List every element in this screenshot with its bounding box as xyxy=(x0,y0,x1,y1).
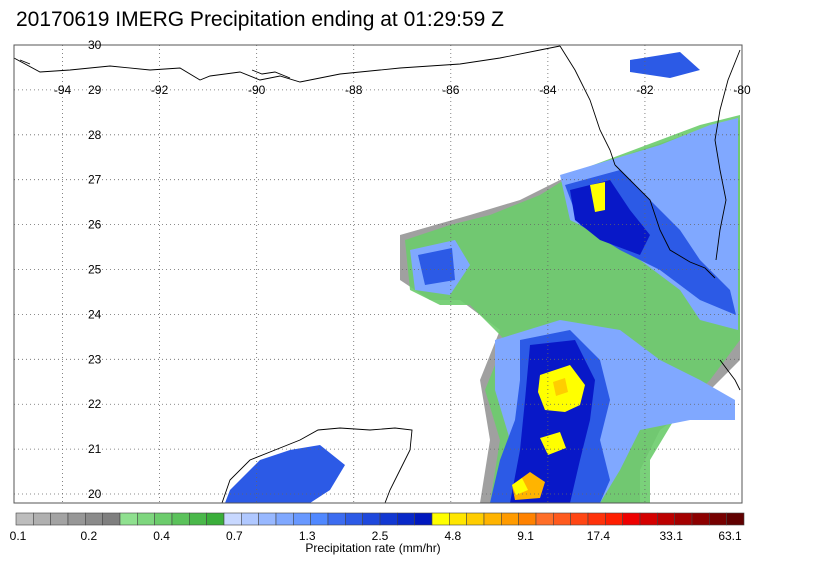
longitude-tick-label: -80 xyxy=(733,83,751,97)
colorbar-swatch xyxy=(206,512,225,526)
colorbar-swatch xyxy=(33,512,51,526)
longitude-tick-label: -82 xyxy=(636,83,654,97)
colorbar-swatch xyxy=(674,512,693,526)
latitude-tick-label: 21 xyxy=(88,442,102,456)
precip-blue-area xyxy=(630,52,700,78)
colorbar-swatch xyxy=(275,512,294,526)
latitude-tick-label: 22 xyxy=(88,397,102,411)
latitude-tick-label: 23 xyxy=(88,352,102,366)
colorbar-swatch xyxy=(171,512,190,526)
colorbar-swatch xyxy=(553,512,571,526)
colorbar-swatch xyxy=(362,512,381,526)
colorbar-swatch xyxy=(570,512,589,526)
colorbar-swatch xyxy=(189,512,207,526)
colorbar-swatch xyxy=(67,512,86,526)
colorbar-swatch xyxy=(657,512,675,526)
precip-yellow-area xyxy=(590,182,605,212)
colorbar-tick-label: 17.4 xyxy=(586,529,611,543)
latitude-tick-label: 24 xyxy=(88,307,102,321)
colorbar-tick-label: 0.2 xyxy=(80,529,98,543)
latitude-tick-label: 26 xyxy=(88,218,102,232)
longitude-labels: -94 -92 -90 -88 -86 -84 -82 -80 xyxy=(54,83,751,97)
colorbar-tick-label: 9.1 xyxy=(517,529,534,543)
colorbar-swatch xyxy=(605,512,623,526)
colorbar-swatch xyxy=(137,512,155,526)
colorbar-swatch xyxy=(85,512,103,526)
colorbar-swatch xyxy=(726,512,745,526)
colorbar-swatch xyxy=(293,512,311,526)
colorbar-swatch xyxy=(518,512,537,526)
longitude-tick-label: -94 xyxy=(54,83,72,97)
longitude-tick-label: -92 xyxy=(151,83,169,97)
latitude-tick-label: 29 xyxy=(88,83,102,97)
colorbar-swatch xyxy=(50,512,69,526)
colorbar-swatch xyxy=(466,512,485,526)
colorbar-swatch xyxy=(154,512,173,526)
colorbar-swatch xyxy=(310,512,329,526)
colorbar-swatch xyxy=(483,512,502,526)
colorbar-swatch xyxy=(258,512,277,526)
colorbar-swatch xyxy=(639,512,658,526)
colorbar-tick-label: 0.7 xyxy=(226,529,243,543)
latitude-labels: 30 29 28 27 26 25 24 23 22 21 20 xyxy=(88,38,102,501)
coastline xyxy=(14,45,741,503)
precip-orange-area xyxy=(553,378,568,396)
colorbar-swatch xyxy=(691,512,710,526)
map-frame xyxy=(13,44,743,504)
colorbar-swatch xyxy=(587,512,606,526)
latitude-tick-label: 27 xyxy=(88,173,102,187)
colorbar-swatch xyxy=(535,512,554,526)
latitude-tick-label: 20 xyxy=(88,487,102,501)
colorbar-tick-label: 2.5 xyxy=(371,529,389,543)
colorbar xyxy=(15,512,745,526)
colorbar-swatch xyxy=(223,512,242,526)
latitude-tick-label: 25 xyxy=(88,263,102,277)
colorbar-swatch xyxy=(709,512,727,526)
latitude-tick-label: 30 xyxy=(88,38,102,52)
precipitation-field xyxy=(225,52,740,503)
colorbar-tick-label: 33.1 xyxy=(659,529,683,543)
longitude-tick-label: -88 xyxy=(345,83,363,97)
longitude-tick-label: -90 xyxy=(248,83,266,97)
precip-yellow-area xyxy=(512,478,528,495)
colorbar-swatch xyxy=(102,512,121,526)
colorbar-swatch xyxy=(414,512,433,526)
longitude-tick-label: -86 xyxy=(442,83,460,97)
precip-dark-blue-area xyxy=(570,180,650,255)
colorbar-swatch xyxy=(345,512,363,526)
colorbar-label: Precipitation rate (mm/hr) xyxy=(305,541,441,555)
colorbar-swatch xyxy=(241,512,259,526)
colorbar-swatch xyxy=(15,512,34,526)
lat-lon-grid xyxy=(14,45,742,503)
precip-blue-area xyxy=(418,248,455,285)
colorbar-tick-label: 0.1 xyxy=(9,529,27,543)
colorbar-swatch xyxy=(397,512,415,526)
longitude-tick-label: -84 xyxy=(539,83,557,97)
colorbar-swatch xyxy=(119,512,138,526)
latitude-tick-label: 28 xyxy=(88,128,102,142)
colorbar-swatch xyxy=(327,512,346,526)
colorbar-tick-label: 1.3 xyxy=(298,529,316,543)
colorbar-swatch xyxy=(501,512,519,526)
colorbar-tick-label: 0.4 xyxy=(153,529,170,543)
colorbar-tick-label: 63.1 xyxy=(718,529,742,543)
precip-blue-area xyxy=(225,445,345,503)
colorbar-tick-label: 4.8 xyxy=(444,529,462,543)
colorbar-swatch xyxy=(431,512,450,526)
colorbar-swatch xyxy=(449,512,467,526)
map-title: 20170619 IMERG Precipitation ending at 0… xyxy=(16,8,504,31)
colorbar-swatch xyxy=(622,512,641,526)
colorbar-swatch xyxy=(379,512,398,526)
